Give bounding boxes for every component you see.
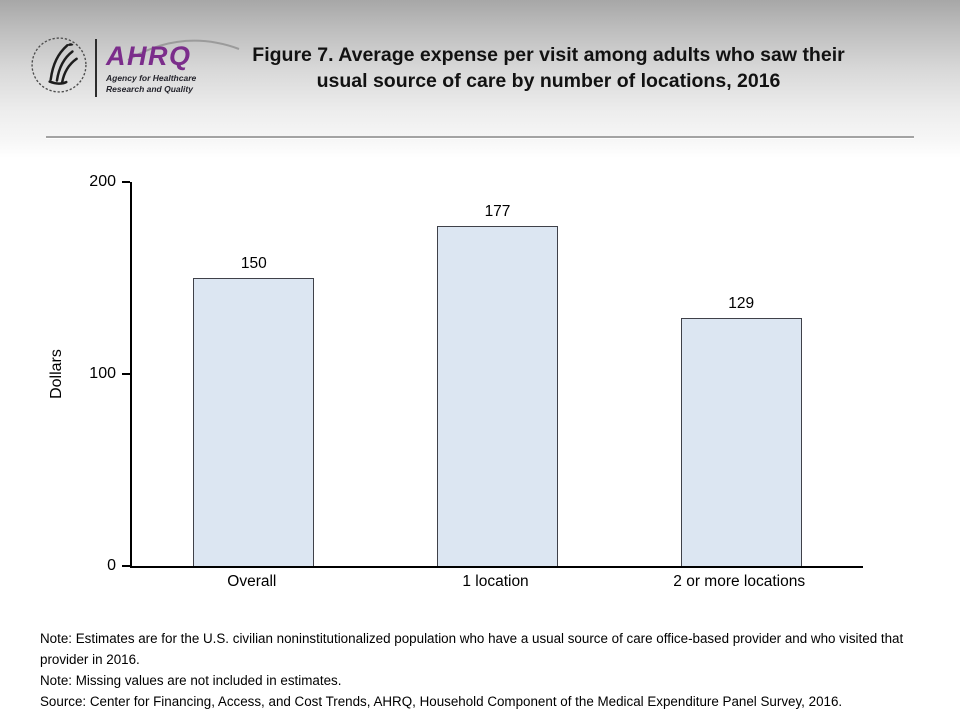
bar-value-label: 150 bbox=[240, 255, 267, 272]
figure-title: Figure 7. Average expense per visit amon… bbox=[175, 43, 922, 95]
y-axis-label: Dollars bbox=[48, 349, 65, 399]
footnotes: Note: Estimates are for the U.S. civilia… bbox=[40, 628, 926, 712]
brand-text: AHRQ bbox=[106, 40, 192, 71]
tagline-line2: Research and Quality bbox=[106, 84, 193, 94]
figure-title-line1: Figure 7. Average expense per visit amon… bbox=[252, 44, 845, 66]
footnote-line: Note: Estimates are for the U.S. civilia… bbox=[40, 631, 904, 667]
y-tick-label: 200 bbox=[89, 173, 116, 190]
y-tick-mark bbox=[122, 181, 130, 183]
y-tick-mark bbox=[122, 373, 130, 375]
bar-column: 150 bbox=[132, 182, 376, 566]
bar-value-label: 177 bbox=[484, 203, 511, 221]
footnote-line: Source: Center for Financing, Access, an… bbox=[40, 694, 843, 709]
footnote-line: Note: Missing values are not included in… bbox=[40, 673, 342, 688]
bar bbox=[437, 226, 558, 566]
header-gradient bbox=[0, 0, 960, 158]
logo-separator bbox=[95, 38, 97, 97]
figure-title-line2: usual source of care by number of locati… bbox=[316, 69, 781, 92]
x-category-label: Overall bbox=[227, 573, 277, 590]
bar-column: 129 bbox=[619, 182, 863, 566]
y-tick-label: 100 bbox=[89, 365, 116, 382]
hhs-seal-icon bbox=[30, 36, 88, 99]
bar bbox=[680, 318, 802, 566]
brand-tagline: Agency for Healthcare Research and Quali… bbox=[106, 73, 196, 95]
x-category-label: 2 or more locations bbox=[673, 573, 806, 590]
tagline-line1: Agency for Healthcare bbox=[106, 72, 197, 83]
bar-value-label: 129 bbox=[728, 295, 755, 313]
bar bbox=[193, 278, 315, 566]
y-tick-label: 0 bbox=[107, 557, 116, 574]
ahrq-logo: AHRQ Agency for Healthcare Research and … bbox=[30, 36, 240, 99]
header-divider-line bbox=[46, 136, 914, 138]
x-category-label: 1 location bbox=[462, 573, 529, 590]
x-axis-labels: Overall 1 location 2 or more locations bbox=[130, 573, 861, 591]
bar-chart-plot-area: 150 177 129 0 100 200 bbox=[89, 173, 863, 574]
bar-column: 177 bbox=[376, 182, 620, 566]
y-tick-mark bbox=[122, 565, 130, 567]
bars: 150 177 129 bbox=[132, 182, 863, 566]
